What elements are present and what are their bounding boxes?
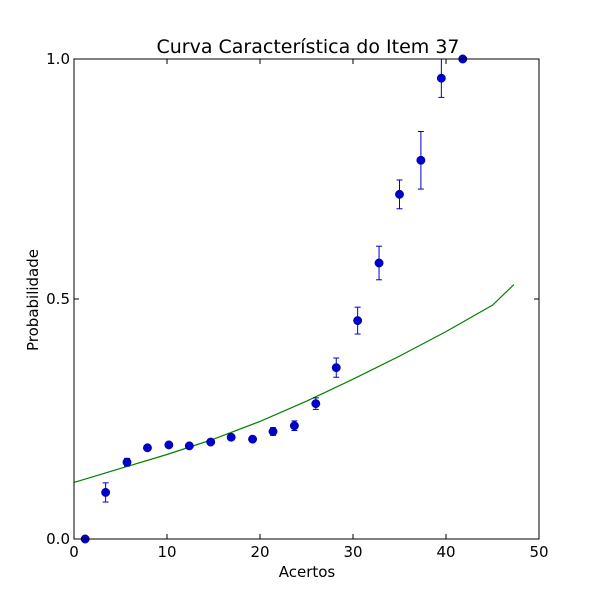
data-point — [395, 189, 404, 199]
data-point — [226, 432, 236, 442]
x-tick-label: 30 — [343, 543, 362, 561]
y-tick-label: 1.0 — [46, 50, 70, 68]
data-point — [416, 155, 426, 165]
data-point — [101, 487, 111, 497]
data-point — [374, 258, 384, 268]
data-point — [268, 427, 278, 436]
fitted-curve-line — [73, 284, 515, 483]
x-tick-label: 10 — [157, 543, 176, 561]
data-point — [353, 316, 363, 326]
x-tick-label: 40 — [436, 543, 455, 561]
data-point — [311, 399, 321, 409]
x-axis-label: Acertos — [279, 563, 336, 581]
y-tick-label: 0.5 — [46, 290, 70, 308]
data-point — [331, 363, 341, 373]
fitted-curve-layer — [73, 284, 515, 483]
chart-title: Curva Característica do Item 37 — [156, 36, 459, 58]
data-point-layer — [80, 54, 468, 544]
x-tick-label: 0 — [69, 543, 79, 561]
data-point — [164, 440, 174, 450]
y-axis-label: Probabilidade — [24, 249, 42, 351]
data-point — [436, 73, 446, 83]
data-point — [122, 457, 132, 467]
data-point — [248, 434, 258, 444]
x-tick-label: 50 — [529, 543, 548, 561]
plot-frame — [73, 58, 540, 540]
data-point — [289, 421, 299, 431]
data-point — [206, 437, 216, 447]
data-point — [143, 443, 152, 453]
x-tick-label: 20 — [250, 543, 269, 561]
axis-tick-labels: 0 10 20 30 40 50 0.0 0.5 1.0 — [46, 50, 548, 561]
data-point — [184, 441, 194, 451]
axis-ticks — [73, 58, 540, 540]
y-tick-label: 0.0 — [46, 530, 70, 548]
